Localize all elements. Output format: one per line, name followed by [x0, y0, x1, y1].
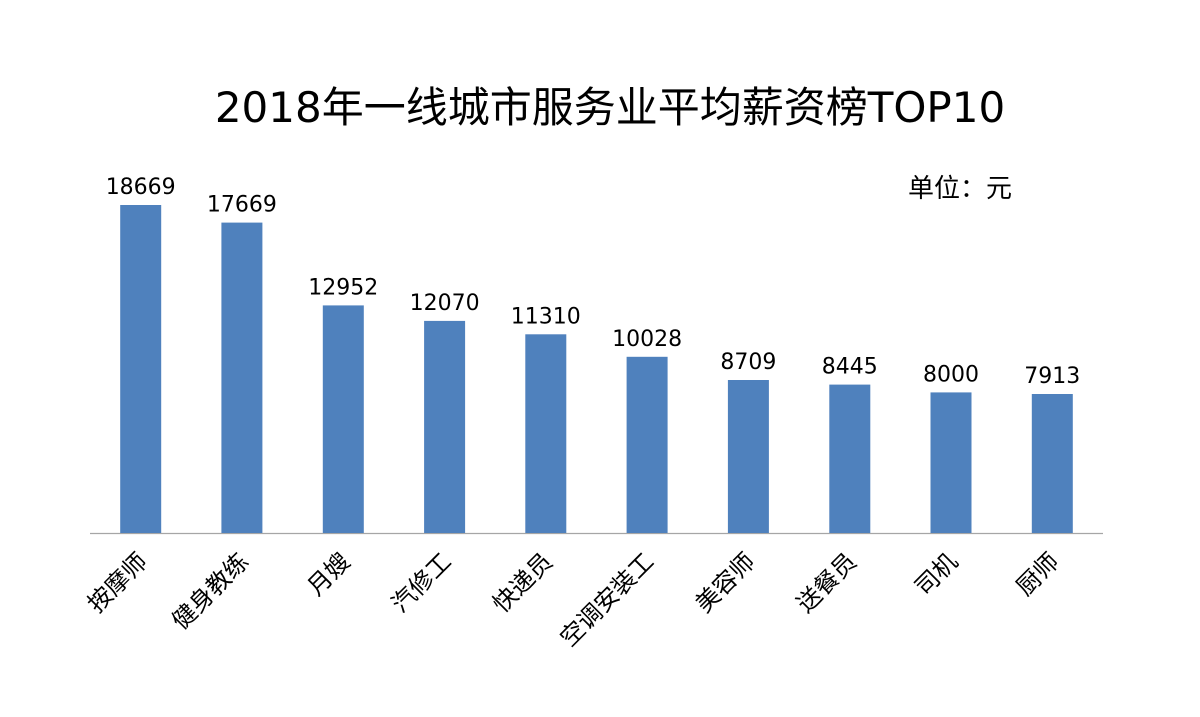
- unit-note: 单位：元: [908, 174, 1013, 204]
- bar-4: [525, 334, 567, 533]
- bar-5: [626, 356, 668, 533]
- category-label-3: 汽修工: [386, 547, 457, 618]
- category-label-5: 空调安装工: [555, 547, 660, 652]
- category-label-4: 快递员: [487, 547, 558, 618]
- value-label-1: 17669: [207, 193, 277, 218]
- chart-title: 2018年一线城市服务业平均薪资榜TOP10: [214, 83, 1006, 132]
- bar-9: [1031, 394, 1073, 533]
- category-label-6: 美容师: [690, 547, 761, 618]
- value-label-7: 8445: [822, 355, 878, 380]
- value-label-5: 10028: [612, 327, 682, 352]
- value-label-0: 18669: [106, 175, 176, 200]
- category-label-1: 健身教练: [166, 547, 254, 635]
- category-label-8: 司机: [910, 547, 964, 601]
- bar-0: [120, 205, 162, 533]
- bar-2: [322, 305, 364, 533]
- value-label-9: 7913: [1024, 364, 1080, 389]
- category-label-2: 月嫂: [302, 547, 356, 601]
- bar-1: [221, 222, 263, 533]
- category-label-0: 按摩师: [82, 547, 153, 618]
- category-label-9: 厨师: [1011, 547, 1065, 601]
- category-label-7: 送餐员: [791, 547, 862, 618]
- value-label-3: 12070: [410, 291, 480, 316]
- bar-6: [727, 380, 769, 533]
- bar-8: [930, 392, 972, 533]
- value-label-4: 11310: [511, 304, 581, 329]
- value-label-6: 8709: [720, 350, 776, 375]
- value-label-8: 8000: [923, 362, 979, 387]
- bar-3: [424, 320, 466, 533]
- bar-7: [829, 384, 871, 533]
- value-label-2: 12952: [308, 275, 378, 300]
